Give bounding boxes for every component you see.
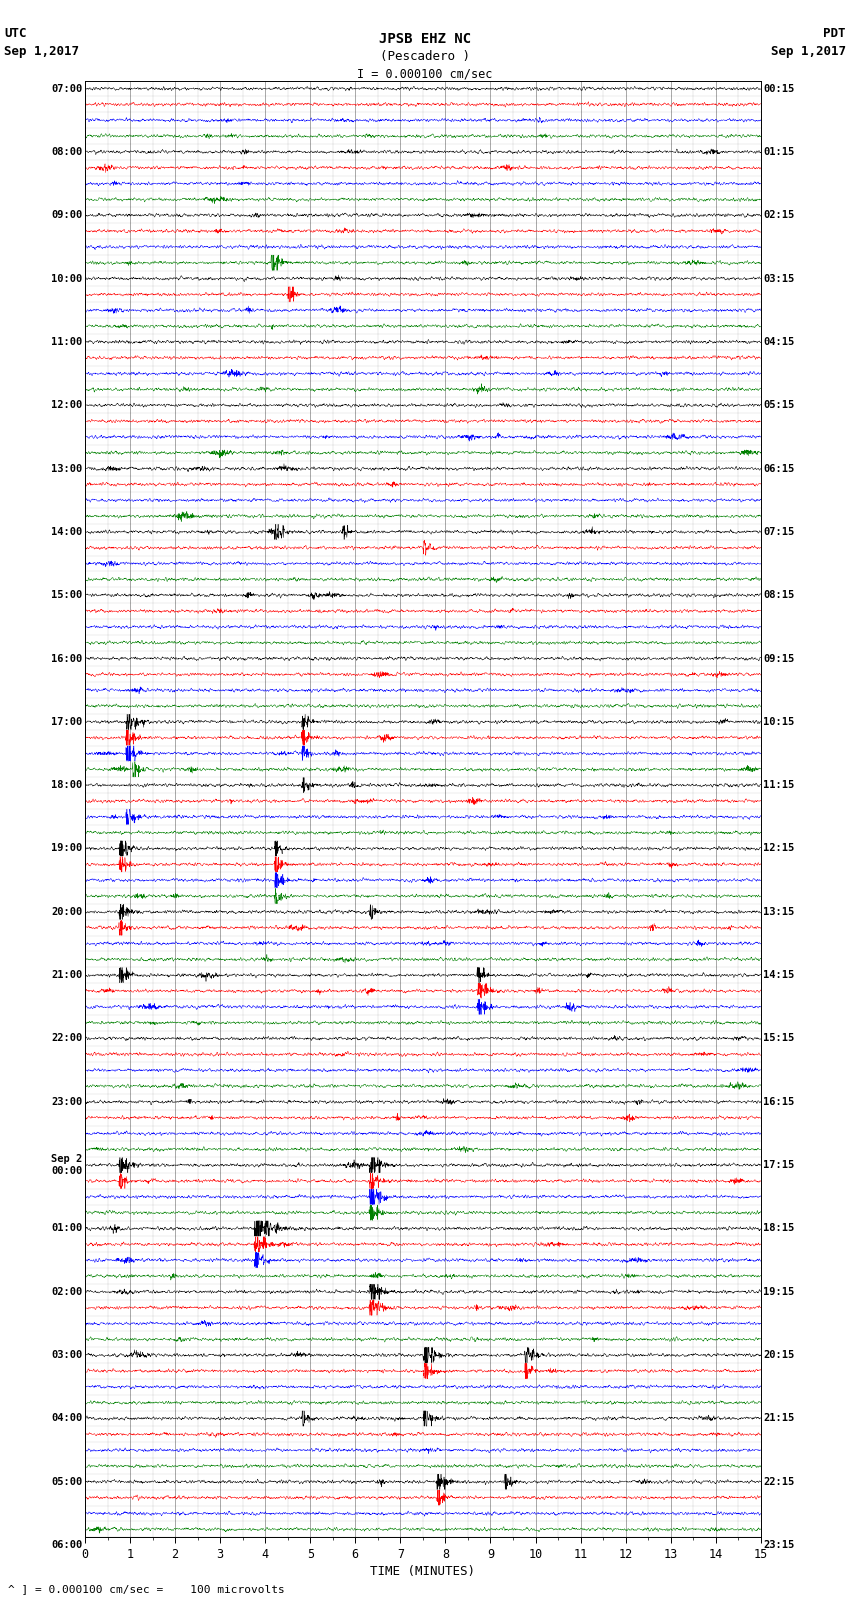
Text: 06:00: 06:00 bbox=[51, 1540, 82, 1550]
Text: 21:00: 21:00 bbox=[51, 969, 82, 981]
Text: (Pescadero ): (Pescadero ) bbox=[380, 50, 470, 63]
Text: ^ ] = 0.000100 cm/sec =    100 microvolts: ^ ] = 0.000100 cm/sec = 100 microvolts bbox=[8, 1584, 286, 1594]
Text: 03:15: 03:15 bbox=[763, 274, 795, 284]
Text: 14:15: 14:15 bbox=[763, 969, 795, 981]
Text: JPSB EHZ NC: JPSB EHZ NC bbox=[379, 32, 471, 47]
Text: 07:00: 07:00 bbox=[51, 84, 82, 94]
Text: Sep 2
00:00: Sep 2 00:00 bbox=[51, 1155, 82, 1176]
Text: UTC: UTC bbox=[4, 27, 26, 40]
Text: 17:15: 17:15 bbox=[763, 1160, 795, 1169]
Text: 13:00: 13:00 bbox=[51, 463, 82, 474]
Text: 01:15: 01:15 bbox=[763, 147, 795, 156]
Text: 04:00: 04:00 bbox=[51, 1413, 82, 1423]
Text: 16:15: 16:15 bbox=[763, 1097, 795, 1107]
X-axis label: TIME (MINUTES): TIME (MINUTES) bbox=[371, 1565, 475, 1578]
Text: 05:00: 05:00 bbox=[51, 1478, 82, 1487]
Text: 14:00: 14:00 bbox=[51, 527, 82, 537]
Text: 07:15: 07:15 bbox=[763, 527, 795, 537]
Text: 22:00: 22:00 bbox=[51, 1034, 82, 1044]
Text: 13:15: 13:15 bbox=[763, 907, 795, 916]
Text: 19:00: 19:00 bbox=[51, 844, 82, 853]
Text: 20:00: 20:00 bbox=[51, 907, 82, 916]
Text: 23:00: 23:00 bbox=[51, 1097, 82, 1107]
Text: 15:15: 15:15 bbox=[763, 1034, 795, 1044]
Text: 08:15: 08:15 bbox=[763, 590, 795, 600]
Text: 20:15: 20:15 bbox=[763, 1350, 795, 1360]
Text: 21:15: 21:15 bbox=[763, 1413, 795, 1423]
Text: 02:00: 02:00 bbox=[51, 1287, 82, 1297]
Text: 11:15: 11:15 bbox=[763, 781, 795, 790]
Text: 18:00: 18:00 bbox=[51, 781, 82, 790]
Text: 12:15: 12:15 bbox=[763, 844, 795, 853]
Text: 09:15: 09:15 bbox=[763, 653, 795, 663]
Text: 10:00: 10:00 bbox=[51, 274, 82, 284]
Text: PDT: PDT bbox=[824, 27, 846, 40]
Text: Sep 1,2017: Sep 1,2017 bbox=[4, 45, 79, 58]
Text: 09:00: 09:00 bbox=[51, 210, 82, 221]
Text: 23:15: 23:15 bbox=[763, 1540, 795, 1550]
Text: 12:00: 12:00 bbox=[51, 400, 82, 410]
Text: 10:15: 10:15 bbox=[763, 716, 795, 727]
Text: 18:15: 18:15 bbox=[763, 1224, 795, 1234]
Text: 00:15: 00:15 bbox=[763, 84, 795, 94]
Text: 02:15: 02:15 bbox=[763, 210, 795, 221]
Text: 06:15: 06:15 bbox=[763, 463, 795, 474]
Text: I = 0.000100 cm/sec: I = 0.000100 cm/sec bbox=[357, 68, 493, 81]
Text: 04:15: 04:15 bbox=[763, 337, 795, 347]
Text: 22:15: 22:15 bbox=[763, 1478, 795, 1487]
Text: 17:00: 17:00 bbox=[51, 716, 82, 727]
Text: 01:00: 01:00 bbox=[51, 1224, 82, 1234]
Text: 19:15: 19:15 bbox=[763, 1287, 795, 1297]
Text: 05:15: 05:15 bbox=[763, 400, 795, 410]
Text: 03:00: 03:00 bbox=[51, 1350, 82, 1360]
Text: 08:00: 08:00 bbox=[51, 147, 82, 156]
Text: 15:00: 15:00 bbox=[51, 590, 82, 600]
Text: 16:00: 16:00 bbox=[51, 653, 82, 663]
Text: Sep 1,2017: Sep 1,2017 bbox=[771, 45, 846, 58]
Text: 11:00: 11:00 bbox=[51, 337, 82, 347]
